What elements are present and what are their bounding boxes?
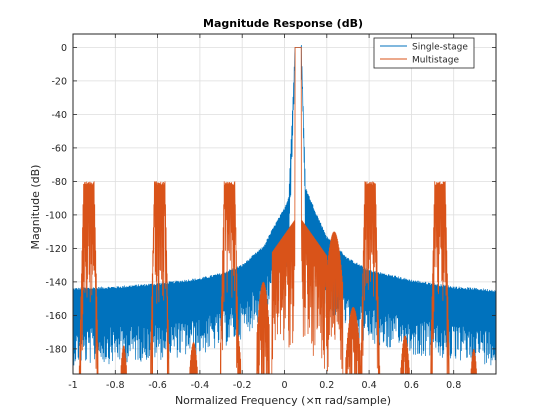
x-tick-label: 0 — [281, 380, 287, 391]
x-tick-label: 0.2 — [319, 380, 334, 391]
y-tick-label: 0 — [61, 43, 67, 54]
x-tick-label: -0.2 — [233, 380, 252, 391]
x-tick-label: -0.4 — [191, 380, 210, 391]
y-tick-label: -40 — [51, 110, 67, 121]
x-tick-label: 0.8 — [446, 380, 461, 391]
x-tick-label: -1 — [68, 380, 77, 391]
series-single-stage — [73, 44, 496, 366]
y-tick-label: -120 — [45, 244, 67, 255]
y-tick-label: -140 — [45, 277, 67, 288]
y-tick-label: -100 — [45, 210, 67, 221]
legend: Single-stage Multistage — [373, 37, 475, 69]
tick-labels: -1 -0.8 -0.6 -0.4 -0.2 0 0.2 0.4 0.6 0.8 0 -20 -40 -6… — [45, 43, 461, 391]
y-axis-label: Magnitude (dB) — [29, 165, 42, 250]
y-tick-label: -80 — [51, 177, 67, 188]
x-tick-label: 0.4 — [362, 380, 377, 391]
chart-title: Magnitude Response (dB) — [203, 17, 363, 30]
tick-marks — [72, 34, 496, 374]
legend-label-multistage: Multistage — [412, 56, 459, 66]
y-tick-label: -180 — [45, 344, 67, 355]
y-tick-label: -60 — [51, 143, 67, 154]
plot-data — [73, 44, 496, 374]
x-tick-label: 0.6 — [404, 380, 419, 391]
x-tick-label: -0.8 — [106, 380, 125, 391]
x-tick-label: -0.6 — [148, 380, 167, 391]
y-tick-label: -160 — [45, 311, 67, 322]
x-axis-label: Normalized Frequency (×π rad/sample) — [175, 394, 391, 407]
legend-box — [373, 37, 475, 69]
series-multistage — [78, 47, 477, 374]
legend-label-single-stage: Single-stage — [412, 43, 468, 53]
y-tick-label: -20 — [51, 76, 67, 87]
